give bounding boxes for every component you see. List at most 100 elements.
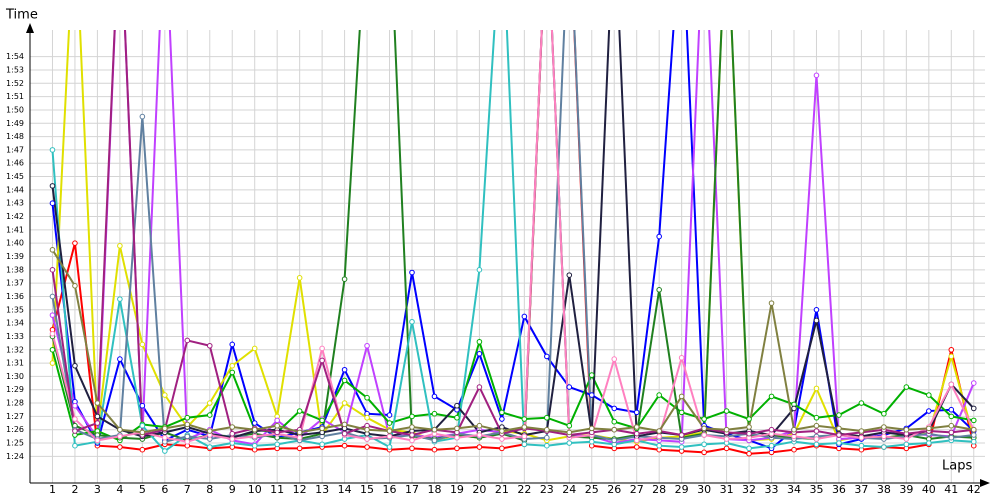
point-marker: [499, 416, 505, 422]
y-tick-label: 1:50: [6, 105, 24, 114]
point-marker: [836, 440, 842, 446]
point-marker: [409, 318, 415, 325]
point-marker: [723, 408, 730, 414]
y-tick-label: 1:38: [6, 265, 24, 274]
point-marker: [274, 441, 280, 448]
point-marker: [948, 381, 955, 388]
y-tick-label: 1:42: [6, 212, 24, 221]
point-marker: [926, 392, 932, 398]
x-tick-label: 23: [540, 483, 554, 496]
point-marker: [813, 306, 820, 313]
point-marker: [746, 450, 752, 457]
point-marker: [274, 417, 280, 424]
y-tick-label: 1:52: [6, 79, 24, 88]
point-marker: [341, 400, 348, 406]
point-marker: [881, 444, 887, 450]
y-tick-label: 1:39: [6, 252, 24, 261]
point-marker: [791, 405, 797, 412]
point-marker: [746, 445, 752, 452]
point-marker: [970, 417, 977, 424]
point-marker: [431, 393, 438, 400]
x-tick-label: 9: [229, 483, 236, 496]
point-marker: [723, 445, 730, 452]
point-marker: [139, 341, 146, 348]
point-marker: [94, 437, 101, 444]
point-marker: [723, 436, 730, 442]
y-tick-label: 1:46: [6, 159, 24, 168]
point-marker: [948, 353, 955, 360]
point-marker: [544, 353, 550, 360]
x-tick-label: 38: [877, 483, 891, 496]
point-marker: [521, 441, 528, 448]
point-marker: [768, 442, 775, 449]
y-tick-label: 1:48: [6, 132, 24, 141]
point-marker: [544, 414, 550, 421]
point-marker: [836, 432, 842, 438]
point-marker: [633, 430, 640, 437]
point-marker: [206, 412, 213, 418]
point-marker: [274, 422, 280, 429]
point-marker: [701, 416, 707, 422]
y-tick-label: 1:51: [6, 92, 24, 101]
series-line: [51, 338, 974, 442]
point-marker: [611, 418, 618, 425]
point-marker: [72, 240, 78, 246]
point-marker: [476, 350, 483, 357]
point-marker: [813, 428, 820, 434]
point-marker: [139, 446, 146, 453]
point-marker: [409, 413, 415, 420]
point-marker: [409, 432, 415, 438]
x-axis-arrow: [980, 479, 990, 487]
x-tick-label: 42: [967, 483, 981, 496]
y-tick-label: 1:28: [6, 399, 24, 408]
y-tick-label: 1:32: [6, 345, 24, 354]
point-marker: [476, 338, 483, 345]
point-marker: [296, 429, 303, 436]
y-tick-label: 1:47: [6, 145, 24, 154]
x-tick-label: 21: [495, 483, 509, 496]
point-marker: [162, 434, 168, 441]
point-marker: [813, 72, 820, 79]
point-marker: [49, 360, 56, 366]
point-marker: [49, 293, 56, 300]
x-tick-label: 2: [71, 483, 78, 496]
point-marker: [296, 275, 303, 281]
point-marker: [386, 444, 393, 450]
point-marker: [566, 440, 573, 446]
point-marker: [476, 444, 483, 450]
series-line: [51, 30, 975, 443]
y-tick-label: 1:25: [6, 439, 24, 448]
point-marker: [499, 409, 505, 416]
point-marker: [229, 436, 236, 442]
point-marker: [768, 426, 775, 433]
point-marker: [656, 442, 662, 449]
point-marker: [274, 429, 280, 436]
point-marker: [633, 437, 640, 444]
point-marker: [49, 147, 56, 153]
point-marker: [364, 436, 370, 442]
point-marker: [364, 394, 370, 401]
x-tick-label: 39: [899, 483, 913, 496]
point-marker: [162, 448, 168, 454]
point-marker: [588, 392, 595, 398]
point-marker: [881, 410, 887, 417]
x-tick-label: 6: [161, 483, 168, 496]
point-marker: [341, 377, 348, 384]
series-line: [51, 30, 975, 446]
point-marker: [948, 429, 955, 436]
y-tick-label: 1:24: [6, 452, 24, 461]
point-marker: [251, 442, 258, 449]
point-marker: [544, 442, 550, 449]
point-marker: [903, 384, 910, 390]
point-marker: [49, 183, 56, 189]
point-marker: [858, 434, 865, 441]
point-marker: [341, 366, 348, 373]
x-tick-label: 20: [472, 483, 486, 496]
point-marker: [678, 393, 685, 400]
point-marker: [813, 441, 820, 448]
x-tick-label: 25: [585, 483, 599, 496]
point-marker: [566, 429, 573, 436]
point-marker: [454, 402, 460, 409]
point-marker: [970, 432, 977, 438]
point-marker: [162, 392, 168, 398]
